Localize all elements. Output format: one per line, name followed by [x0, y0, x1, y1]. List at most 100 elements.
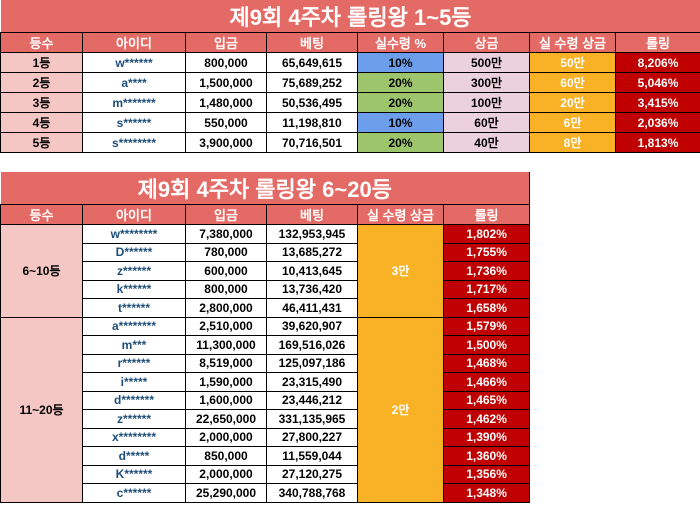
deposit-cell: 2,800,000 [185, 298, 267, 318]
deposit-cell: 11,300,000 [185, 335, 267, 355]
real-prize-cell: 8만 [529, 132, 616, 153]
col-real-prize-header: 실 수령 상금 [529, 32, 616, 53]
col-real-prize-header: 실 수령 상금 [357, 204, 444, 225]
rank-cell: 4등 [0, 112, 83, 133]
user-id-cell: s****** [82, 112, 186, 133]
bet-cell: 132,953,945 [266, 224, 358, 244]
rolling-cell: 1,755% [442, 242, 531, 262]
bet-cell: 27,120,275 [266, 464, 358, 484]
payout-rate-cell: 20% [357, 72, 444, 93]
bet-cell: 340,788,768 [266, 483, 358, 503]
rank-row: x******** 2,000,000 27,800,227 1,390% [1, 427, 531, 447]
rolling-cell: 1,465% [442, 390, 531, 410]
bet-cell: 11,198,810 [266, 112, 358, 133]
col-rolling-header: 롤링 [442, 204, 531, 225]
rolling-cell: 2,036% [614, 112, 700, 133]
bet-cell: 50,536,495 [266, 92, 358, 113]
real-prize-group-cell: 2만 [357, 316, 444, 503]
rank-cell: 2등 [0, 72, 83, 93]
deposit-cell: 7,380,000 [185, 224, 267, 244]
rank6-20-header-row: 등수 아이디 입금 베팅 실 수령 상금 롤링 [0, 204, 531, 225]
user-id-cell: r****** [82, 353, 186, 373]
bet-cell: 27,800,227 [266, 427, 358, 447]
col-rolling-header: 롤링 [614, 32, 700, 53]
rolling-cell: 1,658% [442, 298, 531, 318]
bet-cell: 70,716,501 [266, 132, 358, 153]
prize-cell: 300만 [443, 72, 530, 93]
rolling-cell: 1,813% [614, 132, 700, 153]
user-id-cell: z****** [82, 409, 186, 429]
top5-table: 제9회 4주차 롤링왕 1~5등 등수 아이디 입금 베팅 실수령 % 상금 실… [0, 0, 700, 153]
top5-row: 3등 m******* 1,480,000 50,536,495 20% 100만 20만 3… [0, 92, 700, 113]
user-id-cell: a**** [82, 72, 186, 93]
bet-cell: 46,411,431 [266, 298, 358, 318]
deposit-cell: 550,000 [185, 112, 267, 133]
bet-cell: 23,446,212 [266, 390, 358, 410]
col-rate-header: 실수령 % [357, 32, 444, 53]
real-prize-cell: 50만 [529, 52, 616, 73]
rolling-cell: 1,360% [442, 446, 531, 466]
bet-cell: 39,620,907 [266, 316, 358, 336]
col-rank-header: 등수 [0, 204, 83, 225]
rolling-cell: 1,717% [442, 279, 531, 299]
payout-rate-cell: 20% [357, 132, 444, 153]
prize-cell: 500만 [443, 52, 530, 73]
rolling-cell: 8,206% [614, 52, 700, 73]
deposit-cell: 800,000 [185, 279, 267, 299]
user-id-cell: k****** [82, 279, 186, 299]
rank-row: t****** 2,800,000 46,411,431 1,658% [1, 298, 531, 318]
top5-row: 4등 s****** 550,000 11,198,810 10% 60만 6만 2,036% [0, 112, 700, 133]
user-id-cell: c****** [82, 483, 186, 503]
rolling-cell: 1,462% [442, 409, 531, 429]
deposit-cell: 600,000 [185, 261, 267, 281]
col-bet-header: 베팅 [266, 204, 358, 225]
top5-title: 제9회 4주차 롤링왕 1~5등 [0, 0, 700, 33]
deposit-cell: 22,650,000 [185, 409, 267, 429]
bet-cell: 331,135,965 [266, 409, 358, 429]
user-id-cell: d***** [82, 446, 186, 466]
col-deposit-header: 입금 [185, 204, 267, 225]
top5-row: 5등 s******** 3,900,000 70,716,501 20% 40만 8만 1,… [0, 132, 700, 153]
rank-cell: 1등 [0, 52, 83, 73]
rolling-cell: 1,579% [442, 316, 531, 336]
user-id-cell: K****** [82, 464, 186, 484]
rolling-cell: 1,348% [442, 483, 531, 503]
col-rank-header: 등수 [0, 32, 83, 53]
deposit-cell: 1,500,000 [185, 72, 267, 93]
bet-cell: 65,649,615 [266, 52, 358, 73]
top5-header-row: 등수 아이디 입금 베팅 실수령 % 상금 실 수령 상금 롤링 [0, 32, 700, 53]
col-id-header: 아이디 [82, 32, 186, 53]
rolling-cell: 1,500% [442, 335, 531, 355]
rolling-cell: 1,390% [442, 427, 531, 447]
deposit-cell: 2,000,000 [185, 464, 267, 484]
payout-rate-cell: 10% [357, 52, 444, 73]
user-id-cell: t****** [82, 298, 186, 318]
rank-row: r****** 8,519,000 125,097,186 1,468% [1, 353, 531, 373]
deposit-cell: 1,600,000 [185, 390, 267, 410]
rolling-cell: 3,415% [614, 92, 700, 113]
deposit-cell: 3,900,000 [185, 132, 267, 153]
deposit-cell: 8,519,000 [185, 353, 267, 373]
prize-cell: 60만 [443, 112, 530, 133]
col-bet-header: 베팅 [266, 32, 358, 53]
col-prize-header: 상금 [443, 32, 530, 53]
rank6-20-table: 제9회 4주차 롤링왕 6~20등 등수 아이디 입금 베팅 실 수령 상금 롤… [0, 172, 531, 503]
top5-row: 1등 w****** 800,000 65,649,615 10% 500만 50만 8,20… [0, 52, 700, 73]
deposit-cell: 25,290,000 [185, 483, 267, 503]
rolling-cell: 1,466% [442, 372, 531, 392]
payout-rate-cell: 10% [357, 112, 444, 133]
rank6-20-title: 제9회 4주차 롤링왕 6~20등 [0, 172, 531, 205]
bet-cell: 75,689,252 [266, 72, 358, 93]
user-id-cell: w****** [82, 52, 186, 73]
deposit-cell: 1,590,000 [185, 372, 267, 392]
user-id-cell: d******* [82, 390, 186, 410]
deposit-cell: 2,510,000 [185, 316, 267, 336]
rolling-cell: 1,736% [442, 261, 531, 281]
rank-cell: 5등 [0, 132, 83, 153]
col-deposit-header: 입금 [185, 32, 267, 53]
rolling-cell: 1,356% [442, 464, 531, 484]
bet-cell: 13,685,272 [266, 242, 358, 262]
user-id-cell: D****** [82, 242, 186, 262]
user-id-cell: s******** [82, 132, 186, 153]
deposit-cell: 780,000 [185, 242, 267, 262]
